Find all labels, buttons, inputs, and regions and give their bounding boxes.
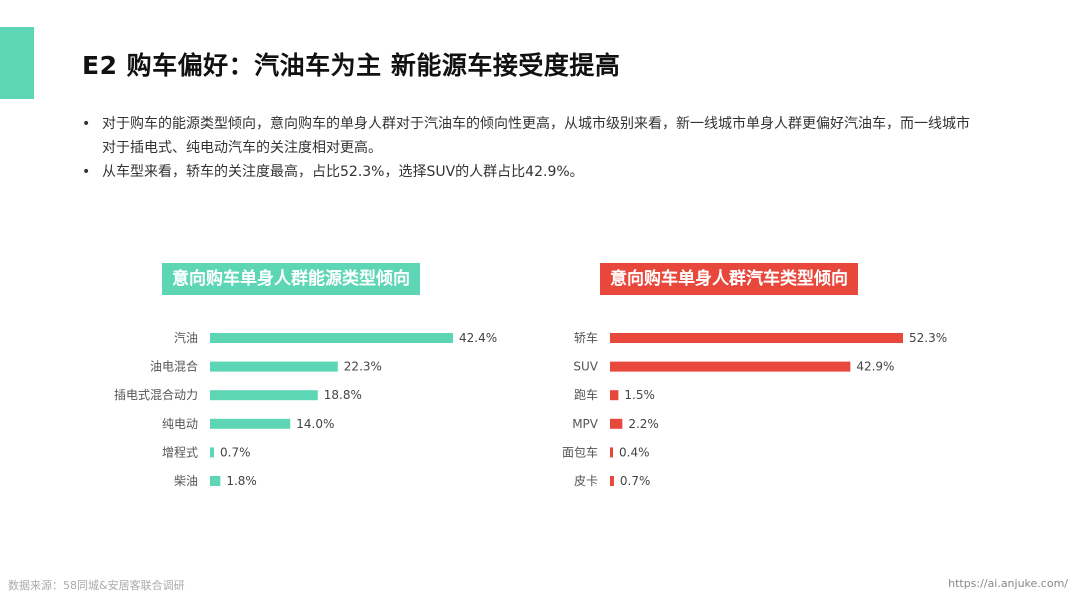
energy-value-label: 22.3% [344,360,382,374]
energy-bar [210,390,318,401]
bullet-text: 从车型来看，轿车的关注度最高，占比52.3%，选择SUV的人群占比42.9%。 [102,164,584,180]
energy-bar [210,333,453,343]
type-value-label: 0.4% [619,445,650,459]
energy-bar [210,361,338,372]
type-chart-title: 意向购车单身人群汽车类型倾向 [600,263,858,295]
energy-bar [210,447,215,458]
energy-value-label: 14.0% [296,417,334,431]
energy-bar [210,418,291,429]
data-source: 数据来源：58同城&安居客联合调研 [8,579,185,592]
type-category-label: MPV [572,417,599,431]
bullet-list: • 对于购车的能源类型倾向，意向购车的单身人群对于汽油车的倾向性更高，从城市级别… [82,112,982,184]
type-value-label: 2.2% [628,417,659,431]
energy-chart-title: 意向购车单身人群能源类型倾向 [162,263,420,295]
energy-value-label: 0.7% [220,445,251,459]
energy-category-label: 汽油 [174,330,198,345]
page-title: E2 购车偏好：汽油车为主 新能源车接受度提高 [82,51,621,80]
energy-value-label: 42.4% [459,331,497,345]
bullet-dot: • [82,116,91,132]
type-category-label: SUV [573,360,598,374]
type-bar [610,361,851,372]
type-value-label: 52.3% [909,331,947,345]
bullet-item: • 对于购车的能源类型倾向，意向购车的单身人群对于汽油车的倾向性更高，从城市级别… [82,112,982,160]
energy-category-label: 增程式 [162,444,198,459]
type-value-label: 0.7% [620,474,651,488]
energy-category-label: 油电混合 [150,359,198,374]
type-bar [610,447,613,458]
type-bar [610,476,614,486]
energy-category-label: 插电式混合动力 [114,387,198,402]
type-category-label: 跑车 [574,387,598,402]
bullet-text: 对于购车的能源类型倾向，意向购车的单身人群对于汽油车的倾向性更高，从城市级别来看… [102,116,970,156]
type-category-label: 轿车 [574,330,598,345]
type-value-label: 42.9% [856,360,894,374]
type-value-label: 1.5% [624,388,655,402]
type-category-label: 面包车 [562,444,598,459]
source-url[interactable]: https://ai.anjuke.com/ [948,577,1068,590]
energy-category-label: 柴油 [174,474,198,488]
bullet-dot: • [82,164,91,180]
type-bar [610,333,903,343]
type-bar [610,390,619,401]
type-category-label: 皮卡 [574,474,598,488]
accent-bar [0,27,34,99]
energy-bar [210,476,221,486]
type-bar [610,418,623,429]
energy-category-label: 纯电动 [162,417,198,431]
bullet-item: • 从车型来看，轿车的关注度最高，占比52.3%，选择SUV的人群占比42.9%… [82,160,982,184]
energy-value-label: 18.8% [324,388,362,402]
energy-value-label: 1.8% [226,474,257,488]
